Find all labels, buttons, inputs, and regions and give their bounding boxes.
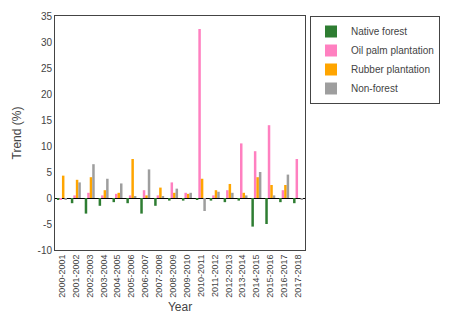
svg-text:0: 0 — [46, 193, 52, 204]
svg-text:2008-2009: 2008-2009 — [168, 255, 178, 298]
svg-text:15: 15 — [41, 115, 53, 126]
svg-text:2005-2006: 2005-2006 — [126, 255, 136, 298]
svg-text:Native forest: Native forest — [351, 26, 407, 37]
svg-text:2010-2011: 2010-2011 — [196, 255, 206, 297]
svg-text:2000-2001: 2000-2001 — [57, 255, 67, 298]
svg-text:2016-2017: 2016-2017 — [279, 255, 289, 298]
svg-text:35: 35 — [41, 11, 53, 22]
svg-text:2002-2003: 2002-2003 — [85, 255, 95, 298]
svg-text:Oil palm plantation: Oil palm plantation — [351, 45, 434, 56]
svg-text:2012-2013: 2012-2013 — [224, 255, 234, 298]
svg-text:2007-2008: 2007-2008 — [154, 255, 164, 298]
svg-text:2014-2015: 2014-2015 — [251, 255, 261, 298]
svg-text:10: 10 — [41, 141, 53, 152]
svg-text:Trend (%): Trend (%) — [10, 107, 24, 160]
svg-text:25: 25 — [41, 63, 53, 74]
svg-text:2011-2012: 2011-2012 — [210, 255, 220, 297]
svg-text:2009-2010: 2009-2010 — [182, 255, 192, 298]
svg-text:2004-2005: 2004-2005 — [112, 255, 122, 298]
svg-text:2015-2016: 2015-2016 — [265, 255, 275, 298]
svg-text:Non-forest: Non-forest — [351, 83, 398, 94]
svg-text:2017-2018: 2017-2018 — [293, 255, 303, 298]
svg-text:30: 30 — [41, 37, 53, 48]
svg-text:2001-2002: 2001-2002 — [71, 255, 81, 298]
svg-text:5: 5 — [46, 167, 52, 178]
svg-text:2013-2014: 2013-2014 — [237, 255, 247, 298]
svg-text:-5: -5 — [43, 219, 52, 230]
svg-text:20: 20 — [41, 89, 53, 100]
svg-text:-10: -10 — [38, 245, 53, 256]
svg-text:Rubber plantation: Rubber plantation — [351, 64, 430, 75]
svg-text:2006-2007: 2006-2007 — [140, 255, 150, 298]
svg-text:2003-2004: 2003-2004 — [99, 255, 109, 298]
svg-text:Year: Year — [168, 300, 192, 314]
